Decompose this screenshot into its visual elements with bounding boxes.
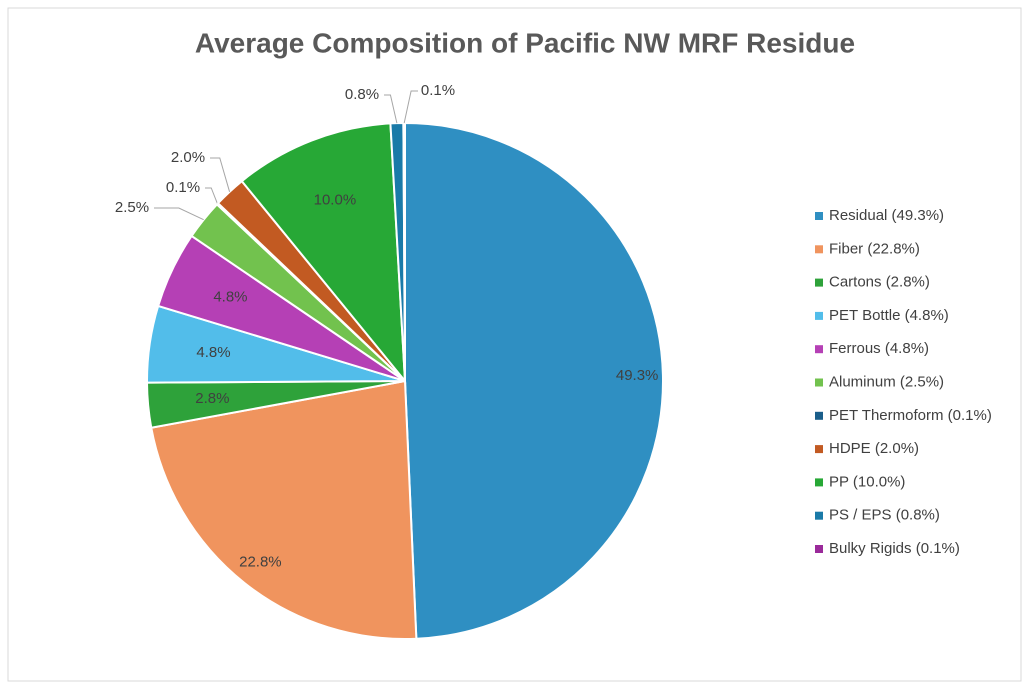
data-label: 4.8% [213, 288, 247, 305]
leader-line [384, 94, 398, 124]
legend-label: Cartons (2.8%) [829, 274, 930, 291]
pie-slice [150, 379, 418, 640]
leader-line [210, 157, 231, 192]
legend-label: PET Thermoform (0.1%) [829, 407, 992, 424]
data-label: 2.0% [171, 149, 205, 166]
legend-label: Aluminum (2.5%) [829, 373, 944, 390]
data-label: 4.8% [196, 344, 230, 361]
leader-line [154, 207, 204, 221]
pie-slice [404, 121, 664, 640]
data-label: 2.8% [195, 390, 229, 407]
legend-swatch [815, 345, 823, 354]
data-label: 10.0% [314, 192, 357, 209]
legend-swatch [815, 411, 823, 420]
data-label: 0.8% [345, 86, 379, 103]
legend-swatch [815, 311, 823, 320]
legend-label: Fiber (22.8%) [829, 240, 920, 257]
legend-swatch [815, 278, 823, 287]
chart-title: Average Composition of Pacific NW MRF Re… [195, 27, 855, 58]
legend-label: PS / EPS (0.8%) [829, 507, 940, 524]
legend-label: PET Bottle (4.8%) [829, 307, 949, 324]
legend-swatch [815, 212, 823, 220]
legend-swatch [815, 478, 823, 487]
data-label: 22.8% [239, 554, 282, 571]
legend-swatch [815, 378, 823, 387]
leader-line [403, 90, 418, 124]
legend-label: HDPE (2.0%) [829, 440, 919, 457]
legend-label: PP (10.0%) [829, 473, 905, 490]
legend-swatch [815, 545, 823, 553]
data-label: 49.3% [616, 367, 659, 384]
legend-label: Ferrous (4.8%) [829, 340, 929, 357]
legend-swatch [815, 445, 823, 454]
pie-slice [240, 122, 407, 385]
leader-line [205, 187, 218, 204]
data-label: 0.1% [166, 179, 200, 196]
legend-swatch [815, 245, 823, 254]
legend-label: Residual (49.3%) [829, 207, 944, 224]
legend-swatch [815, 511, 823, 520]
legend-label: Bulky Rigids (0.1%) [829, 540, 960, 557]
data-label: 0.1% [421, 82, 455, 99]
data-label: 2.5% [115, 199, 149, 216]
